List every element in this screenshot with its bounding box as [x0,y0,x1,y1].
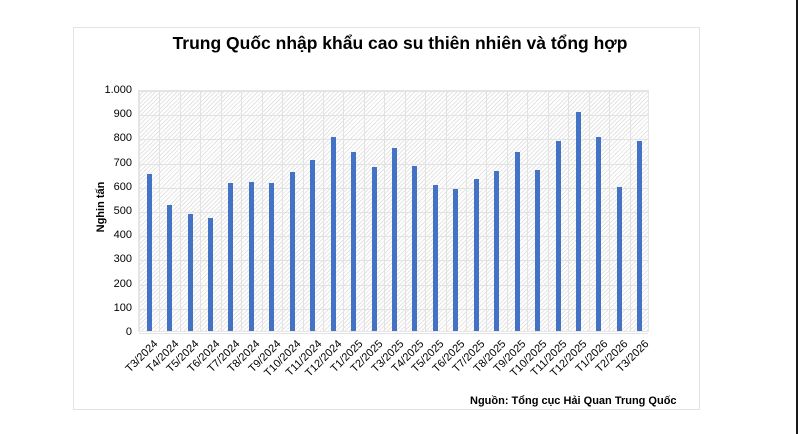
gridline-vertical [445,91,447,331]
gridline-vertical [568,91,570,331]
gridline-vertical [241,91,243,331]
bar-t2-2025 [371,167,377,331]
source-note: Nguồn: Tổng cục Hải Quan Trung Quốc [470,395,677,407]
y-tick-label: 1.000 [104,84,132,96]
bar-t3-2026 [637,141,643,331]
gridline-vertical [363,91,365,331]
gridline-vertical [466,91,468,331]
gridline-vertical [588,91,590,331]
gridline-vertical [261,91,263,331]
gridline-vertical [629,91,631,331]
bar-t7-2024 [228,183,234,331]
gridline-vertical [159,91,161,331]
bar-t8-2024 [248,182,254,331]
bar-t5-2025 [432,184,438,331]
bar-t9-2025 [514,152,520,331]
y-tick-label: 400 [113,229,132,242]
y-tick-label: 500 [113,205,132,217]
bar-t3-2024 [146,174,152,331]
y-tick-label: 200 [113,277,132,290]
bar-t2-2026 [616,186,622,331]
gridline-vertical [139,91,140,331]
bar-t1-2025 [351,152,357,331]
gridline-vertical [302,91,304,331]
y-tick-label: 700 [113,156,132,169]
bar-t12-2024 [330,137,336,331]
y-tick-label: 0 [125,326,132,338]
bar-t10-2025 [535,170,541,331]
bar-t9-2024 [269,183,275,331]
y-tick-label: 900 [113,108,132,121]
gridline-vertical [547,91,549,331]
gridline-vertical [384,91,386,331]
bar-t6-2025 [453,188,459,331]
gridline-vertical [486,91,488,331]
gridline-horizontal [139,91,648,92]
bar-t3-2025 [392,147,397,331]
gridline-horizontal [139,333,648,334]
gridline-horizontal [139,115,648,117]
gridline-vertical [527,91,529,331]
gridline-vertical [506,91,508,331]
bar-t11-2025 [555,140,561,331]
gridline-vertical [404,91,406,331]
bar-t11-2024 [310,159,316,331]
gridline-vertical [609,91,611,331]
plot-area [138,90,649,334]
y-tick-label: 800 [113,132,132,145]
y-tick-label: 300 [113,253,132,266]
bar-t4-2024 [167,204,173,331]
bar-t12-2025 [575,112,581,331]
gridline-vertical [322,91,324,331]
bar-t6-2024 [208,217,214,331]
gridline-vertical [343,91,345,331]
bar-t7-2025 [473,178,479,331]
gridline-vertical [282,91,284,331]
gridline-vertical [425,91,427,331]
bar-t5-2024 [187,214,193,331]
y-tick-label: 100 [113,301,132,314]
bar-t4-2025 [412,165,418,331]
gridline-vertical [200,91,202,331]
bar-t1-2026 [596,137,602,331]
y-tick-label: 600 [113,180,132,193]
gridline-horizontal [139,139,648,141]
window-edge-divider [796,0,798,434]
chart-title: Trung Quốc nhập khẩu cao su thiên nhiên … [172,33,628,53]
gridline-vertical [220,91,222,331]
bar-t10-2024 [289,172,295,331]
gridline-vertical [179,91,181,331]
bar-t8-2025 [494,171,500,331]
